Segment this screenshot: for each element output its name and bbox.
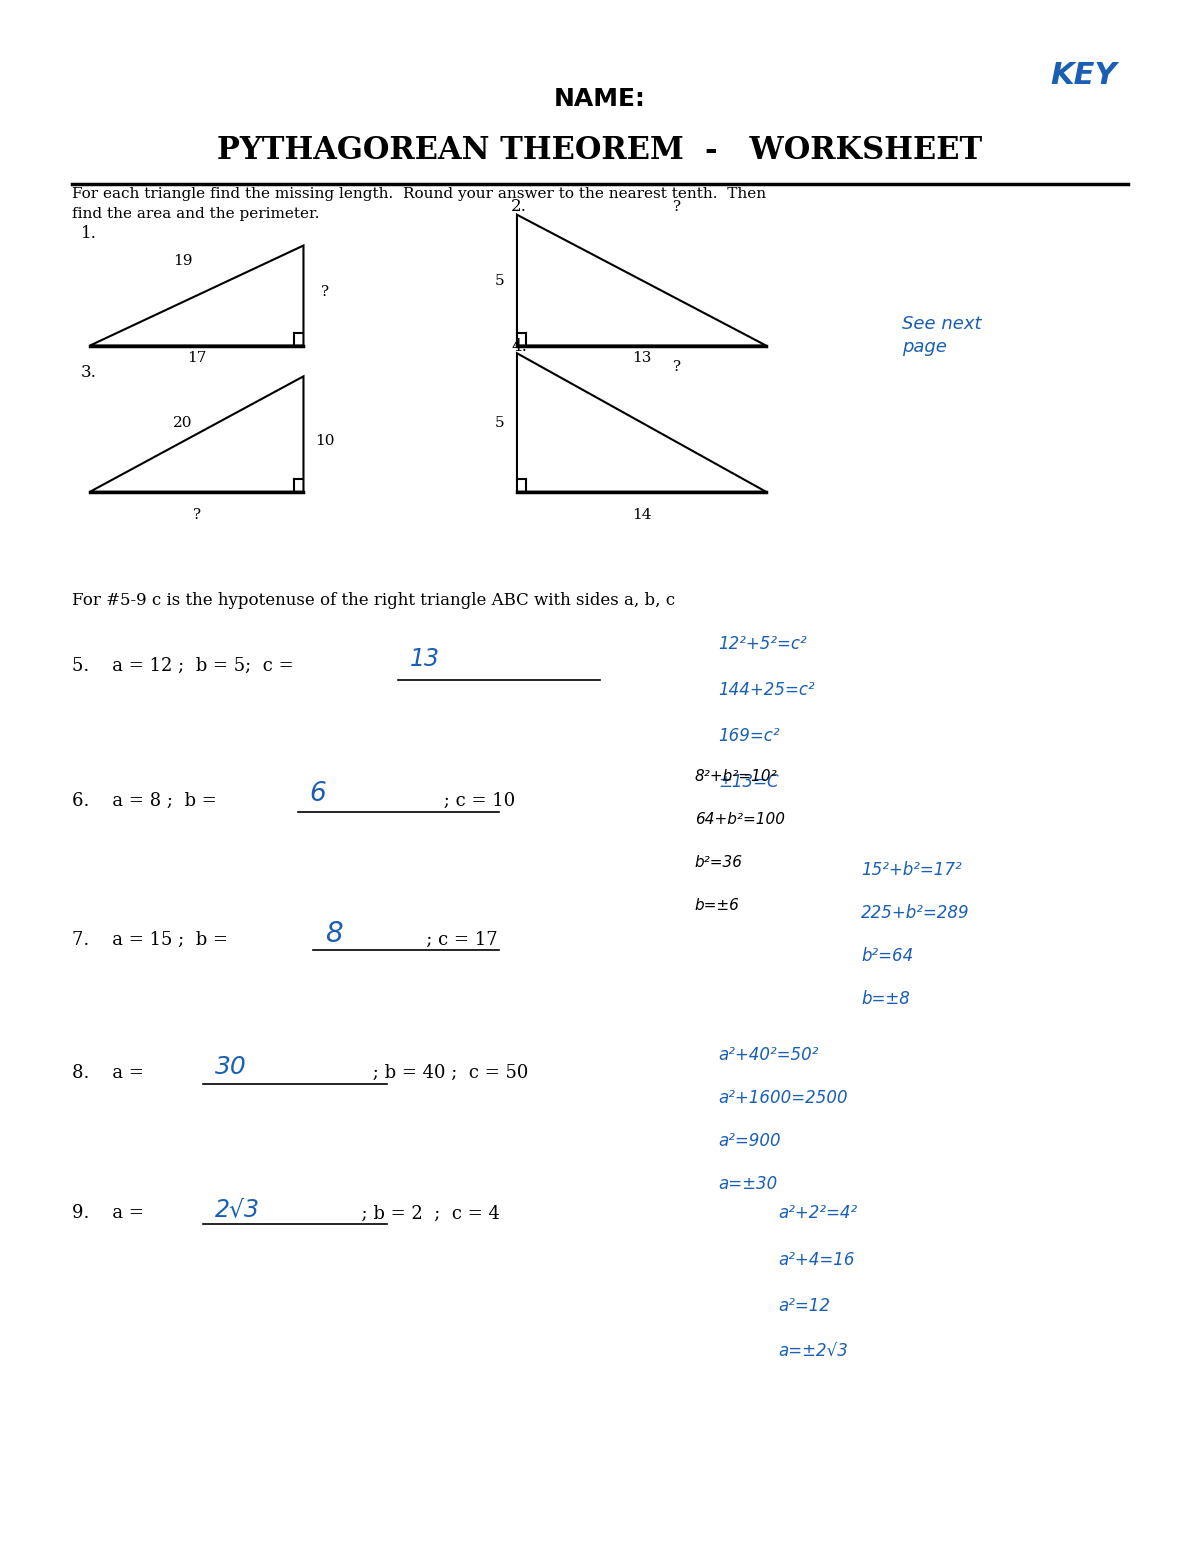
Text: 12²+5²=c²: 12²+5²=c²	[719, 635, 808, 652]
Text: 6.    a = 8 ;  b =: 6. a = 8 ; b =	[72, 792, 223, 811]
Text: a²=900: a²=900	[719, 1132, 781, 1151]
Text: 30: 30	[215, 1054, 246, 1079]
Text: ?: ?	[320, 284, 329, 298]
Text: ; c = 10: ; c = 10	[392, 792, 516, 811]
Text: a²+40²=50²: a²+40²=50²	[719, 1045, 818, 1064]
Text: a=±30: a=±30	[719, 1176, 778, 1193]
Text: 4.: 4.	[511, 339, 527, 354]
Text: 20: 20	[173, 416, 192, 430]
Text: PYTHAGOREAN THEOREM  -   WORKSHEET: PYTHAGOREAN THEOREM - WORKSHEET	[217, 135, 983, 166]
Text: 144+25=c²: 144+25=c²	[719, 682, 815, 699]
Text: b=±6: b=±6	[695, 898, 739, 913]
Text: 7.    a = 15 ;  b =: 7. a = 15 ; b =	[72, 930, 234, 949]
Text: ±13=C: ±13=C	[719, 773, 779, 792]
Text: 8: 8	[325, 919, 342, 947]
Text: KEY: KEY	[1051, 61, 1117, 90]
Text: 64+b²=100: 64+b²=100	[695, 812, 785, 826]
Text: b²=64: b²=64	[860, 947, 913, 966]
Text: 3.: 3.	[80, 363, 96, 380]
Text: 1.: 1.	[80, 225, 96, 242]
Text: a²=12: a²=12	[778, 1297, 830, 1315]
Text: ; b = 2  ;  c = 4: ; b = 2 ; c = 4	[328, 1205, 500, 1222]
Text: 8.    a =: 8. a =	[72, 1064, 150, 1082]
Text: ?: ?	[193, 508, 200, 522]
Text: b=±8: b=±8	[860, 991, 910, 1008]
Text: ?: ?	[673, 200, 682, 214]
Text: NAME:: NAME:	[554, 87, 646, 110]
Text: 169=c²: 169=c²	[719, 727, 780, 745]
Text: a²+2²=4²: a²+2²=4²	[778, 1205, 857, 1222]
Text: 13: 13	[410, 648, 440, 671]
Text: 9.    a =: 9. a =	[72, 1205, 150, 1222]
Text: 225+b²=289: 225+b²=289	[860, 904, 970, 922]
Text: 2.: 2.	[511, 197, 527, 214]
Text: 8²+b²=10²: 8²+b²=10²	[695, 769, 778, 784]
Text: ; c = 17: ; c = 17	[386, 930, 498, 949]
Text: 5.    a = 12 ;  b = 5;  c =: 5. a = 12 ; b = 5; c =	[72, 657, 300, 674]
Text: 19: 19	[173, 253, 192, 269]
Text: 15²+b²=17²: 15²+b²=17²	[860, 862, 961, 879]
Text: See next
page: See next page	[902, 315, 982, 356]
Text: For #5-9 c is the hypotenuse of the right triangle ABC with sides a, b, c: For #5-9 c is the hypotenuse of the righ…	[72, 592, 676, 609]
Text: b²=36: b²=36	[695, 856, 743, 870]
Text: 13: 13	[632, 351, 652, 365]
Text: a=±2√3: a=±2√3	[778, 1343, 847, 1360]
Text: 5: 5	[494, 273, 504, 287]
Text: 10: 10	[316, 433, 335, 447]
Text: 6: 6	[310, 781, 326, 808]
Text: ; b = 40 ;  c = 50: ; b = 40 ; c = 50	[322, 1064, 529, 1082]
Text: 2√3: 2√3	[215, 1197, 259, 1221]
Text: 14: 14	[631, 508, 652, 522]
Text: 5: 5	[494, 416, 504, 430]
Text: 17: 17	[187, 351, 206, 365]
Text: a²+4=16: a²+4=16	[778, 1250, 854, 1269]
Text: ?: ?	[673, 360, 682, 374]
Text: For each triangle find the missing length.  Round your answer to the nearest ten: For each triangle find the missing lengt…	[72, 186, 767, 221]
Text: a²+1600=2500: a²+1600=2500	[719, 1089, 848, 1107]
